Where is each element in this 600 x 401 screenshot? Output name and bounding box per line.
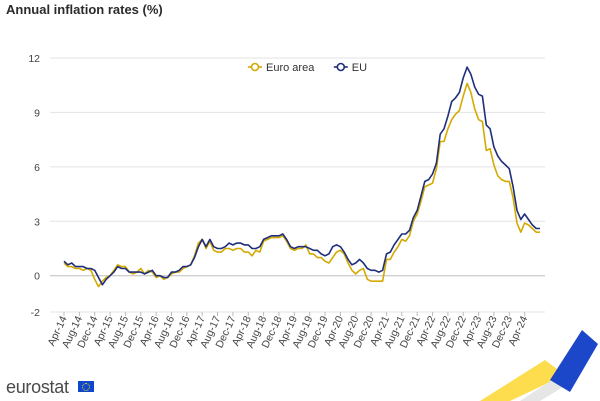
blue-stripe-shape [550,330,598,392]
series-line-euro-area [63,82,540,288]
legend-marker-eu [336,62,346,72]
y-tick-label: 6 [34,162,40,174]
gridlines [50,57,545,313]
eu-stars-icon [82,382,90,391]
chart-title: Annual inflation rates (%) [6,2,163,17]
legend-label-euro-area[interactable]: Euro area [266,62,315,74]
eu-flag-icon [78,381,94,392]
y-tick-label: -2 [31,307,40,319]
series-lines [63,66,540,288]
y-tick-label: 0 [34,271,40,283]
legend-marker-euro-area [250,62,260,72]
eurostat-logo: eurostat [6,377,69,397]
legend[interactable]: Euro area EU [248,62,367,74]
y-tick-label: 12 [28,53,40,65]
y-tick-label: 3 [34,216,40,228]
eurostat-decor-graphic [480,330,598,401]
y-axis-ticks: -2 0 3 6 9 12 [28,53,40,319]
series-line-eu [63,66,540,286]
legend-label-eu[interactable]: EU [352,62,367,74]
y-tick-label: 9 [34,107,40,119]
x-axis-ticks: Apr-14Aug-14Dec-14Apr-15Aug-15Dec-15Apr-… [46,312,530,350]
yellow-stripe-shape [480,360,565,401]
